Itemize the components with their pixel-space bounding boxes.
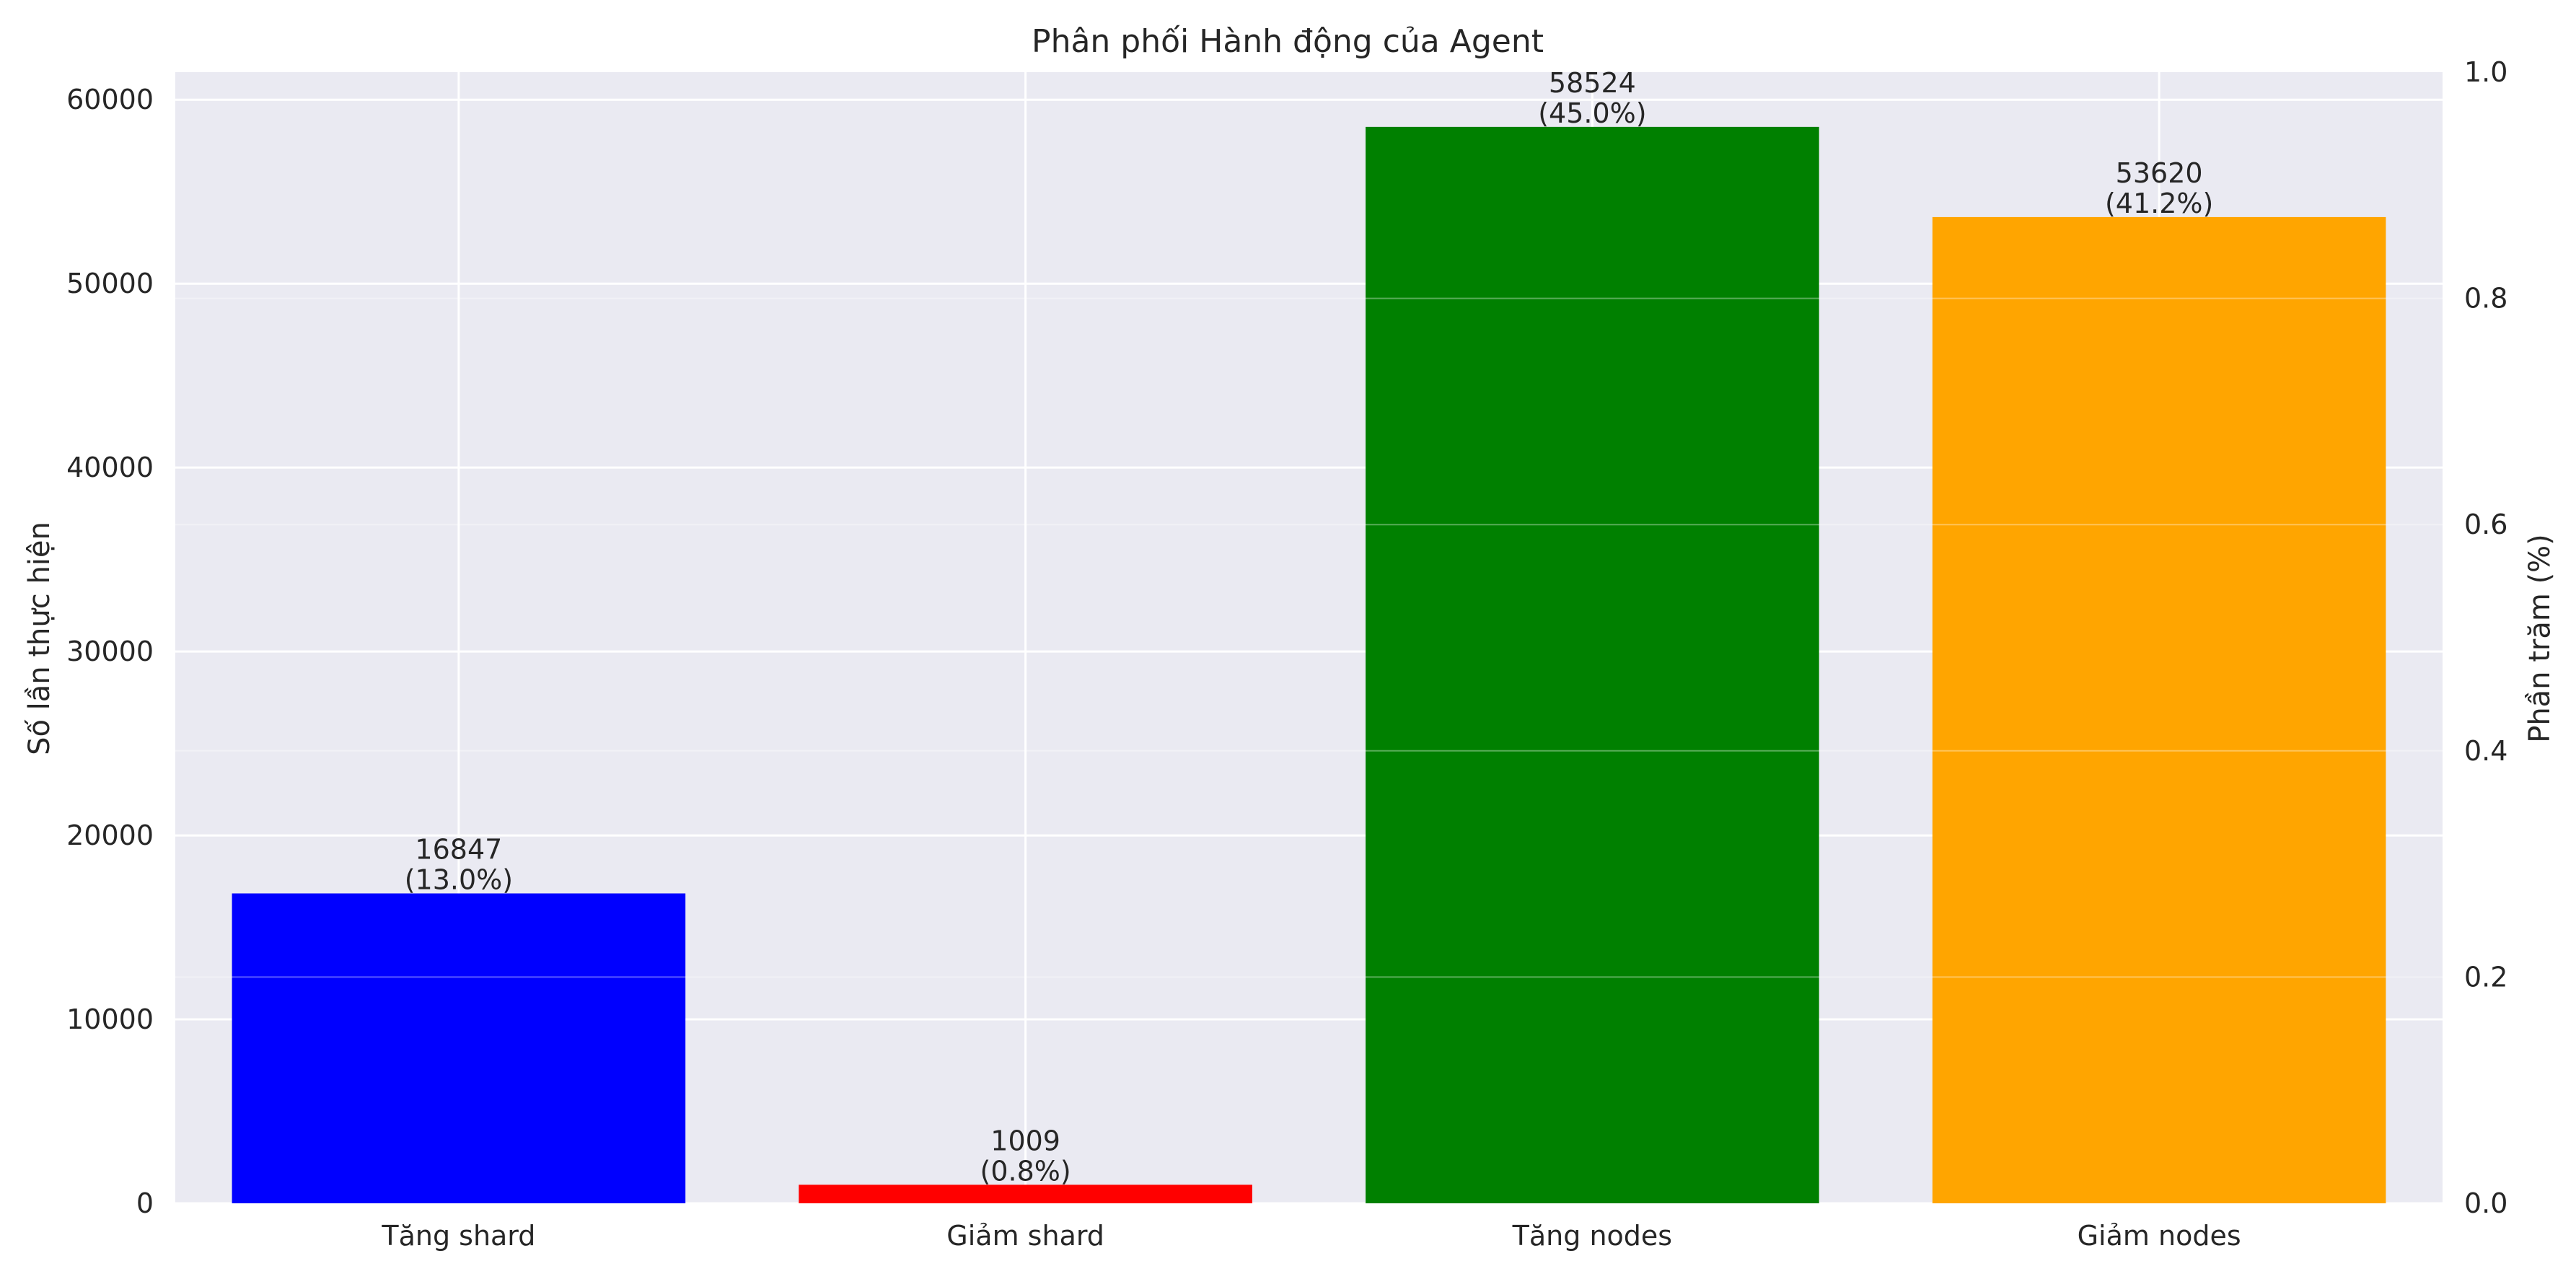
y-tick-label: 0 [136, 1187, 154, 1219]
bar-percent-label: (0.8%) [980, 1155, 1071, 1187]
y-axis-label: Số lần thực hiện [23, 522, 56, 755]
bar-4 [1932, 216, 2386, 1203]
y-tick-label: 10000 [66, 1003, 154, 1035]
y2-tick-label: 0.2 [2464, 961, 2507, 993]
y2-axis-label: Phần trăm (%) [2523, 534, 2557, 743]
x-tick-label: Giảm nodes [2078, 1220, 2241, 1252]
y2-tick-label: 0.4 [2464, 735, 2507, 767]
bar-value-label: 1009 [990, 1125, 1060, 1156]
bar-percent-label: (13.0%) [405, 864, 513, 895]
y-tick-label: 50000 [66, 268, 154, 299]
bars [232, 126, 2386, 1204]
chart-title: Phân phối Hành động của Agent [1032, 23, 1544, 60]
bar-percent-label: (45.0%) [1538, 97, 1646, 129]
y2-tick-label: 1.0 [2464, 56, 2507, 88]
bar-value-label: 58524 [1549, 67, 1636, 99]
y2-tick-label: 0.0 [2464, 1187, 2507, 1219]
y-tick-label: 20000 [66, 820, 154, 851]
x-tick-label: Tăng shard [381, 1220, 535, 1252]
y-tick-label: 40000 [66, 452, 154, 483]
axes: 0 10000 20000 30000 40000 50000 60000 0.0 0.2 0.4… [66, 56, 2507, 1252]
y2-tick-label: 0.6 [2464, 509, 2507, 540]
y-tick-label: 30000 [66, 636, 154, 667]
bar-2 [799, 1185, 1252, 1203]
bar-1 [232, 893, 686, 1203]
bar-value-label: 53620 [2116, 157, 2203, 189]
bar-percent-label: (41.2%) [2105, 188, 2213, 219]
y-tick-label: 60000 [66, 84, 154, 115]
bar-value-label: 16847 [415, 833, 502, 865]
bar-3 [1366, 126, 1819, 1204]
y2-tick-label: 0.8 [2464, 283, 2507, 315]
bar-labels: 16847(13.0%) 1009(0.8%) 58524(45.0%) 53620(… [175, 67, 2443, 1187]
x-tick-label: Giảm shard [946, 1220, 1104, 1252]
x-tick-label: Tăng nodes [1512, 1220, 1672, 1252]
